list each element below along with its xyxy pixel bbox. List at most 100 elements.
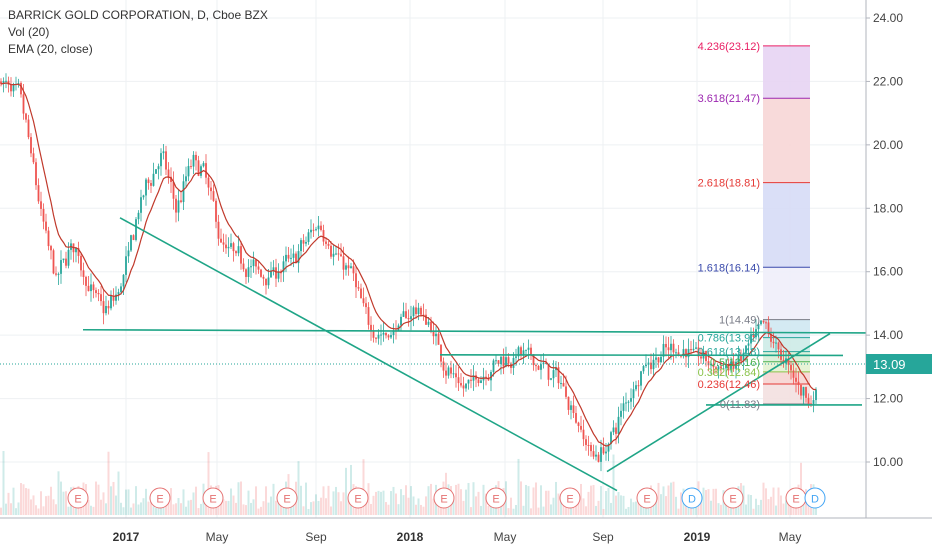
candle-body — [427, 321, 430, 325]
candle-body — [580, 425, 582, 430]
volume-bar — [677, 508, 680, 515]
volume-bar — [250, 502, 252, 515]
volume-bar — [335, 486, 337, 515]
ema-indicator-label[interactable]: EMA (20, close) — [8, 42, 93, 56]
volume-bar — [600, 486, 602, 515]
candle-body — [660, 356, 662, 363]
candle-body — [530, 347, 532, 355]
volume-bar — [232, 495, 235, 515]
candle-body — [747, 343, 750, 346]
volume-bar — [152, 506, 155, 515]
volume-bar — [350, 464, 352, 515]
candle-body — [430, 321, 432, 332]
volume-bar — [277, 495, 280, 515]
volume-bar — [760, 499, 762, 515]
candle-body — [142, 195, 145, 198]
volume-bar — [345, 467, 347, 515]
candle-body — [602, 447, 605, 454]
candle-body — [725, 363, 727, 369]
candle-body — [407, 317, 410, 320]
candle-body — [807, 397, 810, 404]
volume-bar — [327, 485, 330, 515]
candle-body — [532, 354, 535, 366]
candle-body — [610, 432, 612, 445]
volume-bar — [707, 489, 710, 515]
candle-body — [750, 334, 752, 344]
volume-bar — [230, 488, 232, 515]
candle-body — [65, 258, 67, 266]
fib-band — [763, 319, 810, 338]
candle-body — [375, 337, 377, 339]
candle-body — [445, 370, 447, 376]
volume-bar — [480, 505, 482, 515]
price-axis[interactable]: 24.00 22.00 20.00 18.00 16.00 14.00 12.00 10.00 — [866, 11, 903, 469]
volume-bar — [25, 488, 27, 515]
volume-bar — [12, 487, 15, 515]
volume-bar — [557, 493, 560, 515]
fib-level-label: 0.382(12.84) — [698, 367, 760, 379]
volume-bar — [190, 499, 192, 515]
candle-body — [522, 350, 525, 355]
candle-body — [772, 341, 775, 344]
volume-bar — [32, 495, 35, 515]
event-marker-label: E — [209, 494, 216, 506]
candle-body — [417, 307, 420, 315]
volume-bar — [385, 502, 387, 515]
trendline — [82, 328, 871, 334]
candle-body — [132, 235, 135, 240]
last-price-tag: 13.09 — [866, 354, 932, 375]
volume-bar — [680, 492, 682, 515]
volume-bar — [242, 504, 245, 515]
volume-indicator-label[interactable]: Vol (20) — [8, 25, 50, 39]
volume-bar — [200, 503, 202, 515]
time-tick-label: May — [206, 530, 229, 544]
candle-body — [187, 166, 190, 177]
earnings-marker — [347, 487, 369, 509]
candle-body — [665, 343, 667, 348]
candle-body — [795, 377, 797, 382]
volume-bar — [412, 496, 415, 515]
volume-bar — [257, 508, 260, 515]
candle-body — [705, 350, 707, 362]
volume-bar — [662, 486, 665, 515]
fib-level-label: 0.786(13.92) — [698, 333, 760, 345]
candle-body — [205, 163, 207, 178]
volume-bar — [47, 495, 50, 515]
chart-title[interactable]: BARRICK GOLD CORPORATION, D, Cboe BZX — [8, 8, 268, 22]
candle-body — [97, 293, 100, 295]
candle-body — [805, 387, 807, 398]
candle-body — [127, 250, 130, 257]
volume-bar — [617, 491, 620, 515]
candle-body — [390, 335, 392, 338]
candle-body — [562, 383, 565, 387]
candle-body — [392, 330, 395, 336]
candle-body — [687, 348, 690, 358]
candle-body — [277, 272, 280, 279]
candle-body — [437, 333, 440, 345]
fib-band — [763, 45, 810, 99]
volume-bar — [390, 491, 392, 515]
candle-body — [50, 246, 52, 251]
candle-body — [245, 269, 247, 277]
candle-body — [322, 230, 325, 242]
volume-bar — [530, 508, 532, 515]
candle-body — [352, 266, 355, 274]
candle-body — [682, 349, 685, 357]
time-tick-label: May — [779, 530, 802, 544]
candle-body — [5, 80, 7, 82]
trendlines[interactable] — [82, 217, 871, 492]
earnings-marker — [559, 487, 581, 509]
candle-body — [385, 332, 387, 336]
time-axis[interactable]: 2017 May Sep 2018 May Sep 2019 May — [113, 530, 802, 544]
candle-body — [655, 357, 657, 360]
volume-bar — [675, 496, 677, 515]
fib-level-label: 1(14.49) — [719, 315, 760, 327]
ema-line — [0, 82, 816, 447]
candle-body — [200, 166, 202, 176]
volume-bar — [672, 481, 675, 515]
candle-body — [465, 383, 467, 389]
candle-body — [630, 398, 632, 402]
candle-body — [450, 367, 452, 374]
